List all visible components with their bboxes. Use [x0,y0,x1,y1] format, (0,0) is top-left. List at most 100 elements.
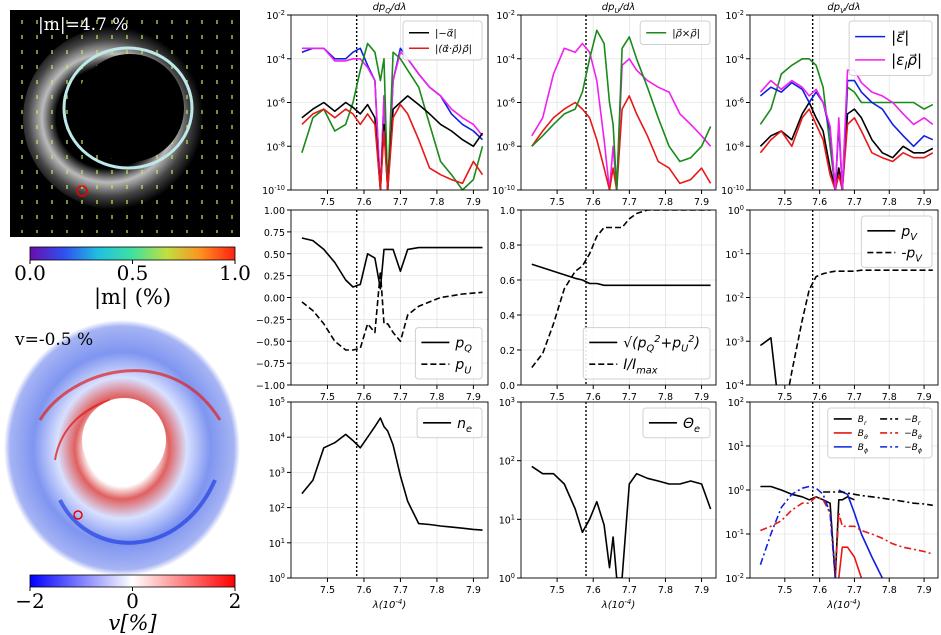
x-tick-label: 7.8 [882,585,897,596]
colorbar [29,246,236,261]
axes-frame [520,209,717,386]
y-tick-label: 10-4 [725,379,744,392]
y-tick-label: 10-8 [496,140,515,153]
x-tick-label: 7.6 [812,392,827,403]
y-tick-label: −0.25 [256,315,285,326]
legend-label: Θe [683,416,700,435]
y-tick-label: 0.50 [264,250,285,261]
y-tick-label: 0.4 [500,311,515,322]
x-tick-label: 7.5 [550,197,565,208]
y-tick-label: 10-2 [725,572,744,585]
series-line [531,263,711,287]
y-tick-label: 10-6 [266,97,285,110]
legend: |−α⃗| |(α⃗·ρ⃗)ρ⃗| [402,20,483,61]
x-tick-label: 7.9 [694,585,709,596]
series-line [531,29,712,190]
panel: 100 101 102 103 104 105 7.5 7.6 7.7 7.8 7.9 λ(10-4)… [269,396,489,611]
x-tick-label: 7.6 [812,197,827,208]
legend: pQ pU [414,327,483,380]
plot-area [301,237,483,351]
series-line [759,337,778,385]
legend-label: I/Imax [623,357,658,376]
y-tick-label: 10-1 [725,248,744,261]
x-tick-label: 7.9 [694,392,709,403]
x-tick-label: 7.7 [847,392,862,403]
panel: 100 101 102 103 7.5 7.6 7.7 7.8 7.9 λ(10-4) Θe [499,396,717,611]
y-tick-label: 10-3 [725,335,744,348]
x-axis-label: λ(10-4) [826,598,860,611]
image-annotation: |m|=4.7 % [38,15,128,35]
y-tick-label: 103 [499,396,515,409]
axes-frame [290,14,489,191]
x-tick-label: 7.7 [622,197,637,208]
legend-label: |−α⃗| [435,28,457,39]
y-tick-label: 10-4 [496,53,515,66]
x-tick-label: 7.5 [777,197,792,208]
plot-area [531,29,712,190]
x-tick-label: 7.8 [658,392,673,403]
panel-title: dpV/dλ [827,2,860,15]
plot-area [531,465,712,578]
axes-frame [749,401,939,579]
colorbar-tick-label: 0.0 [14,261,46,285]
y-tick-label: 102 [728,396,744,409]
legend-box [582,327,711,380]
y-tick-label: −0.50 [256,337,285,348]
legend-box [860,215,933,268]
y-tick-label: 10-6 [496,97,515,110]
circular-polarization-map [4,320,240,576]
y-tick-label: 103 [269,467,285,480]
x-tick-label: 7.6 [586,585,601,596]
colorbar-tick-label: 0 [126,589,139,613]
axes-frame [290,209,489,386]
colorbar-label: v[%] [108,611,157,635]
y-tick-label: 100 [269,572,285,585]
x-tick-label: 7.5 [320,392,335,403]
x-tick-label: 7.5 [550,585,565,596]
series-line [788,269,933,385]
x-tick-label: 7.8 [429,392,444,403]
panel: 10-4 10-3 10-2 10-1 100 7.5 7.6 7.7 7.8 7.9 pV -pV [725,204,939,403]
x-tick-label: 7.7 [393,197,408,208]
y-tick-label: 101 [269,537,285,550]
legend-label: -pV [901,245,923,264]
x-tick-label: 7.9 [917,197,932,208]
series-line [301,417,483,531]
y-tick-label: 0.25 [264,272,285,283]
y-tick-label: 1.0 [500,206,515,217]
legend-label: |(α⃗·ρ⃗)ρ⃗| [435,44,472,55]
panel-title: dpQ/dλ [373,2,407,15]
legend-label: ne [457,416,472,435]
x-tick-label: 7.8 [658,585,673,596]
y-tick-label: 0.2 [500,346,515,357]
legend-label: −Bϕ [904,443,922,455]
y-tick-label: 10-6 [725,97,744,110]
series-line [531,465,712,578]
legend-label: Bϕ [858,443,868,455]
x-tick-label: 7.6 [356,197,371,208]
x-tick-label: 7.7 [847,197,862,208]
x-tick-label: 7.8 [882,392,897,403]
series-line [301,103,484,190]
colorbar-tick-label: 2 [229,589,242,613]
y-tick-label: −1.00 [256,381,285,392]
series-line [838,546,863,578]
y-tick-label: 104 [269,431,285,444]
x-axis-label: λ(10-4) [372,598,406,611]
y-tick-label: 10-10 [492,184,515,197]
x-tick-label: 7.8 [429,197,444,208]
colorbar-tick-label: 0.5 [117,261,149,285]
panel: 10-10 10-8 10-6 10-4 10-2 7.5 7.6 7.7 7.8 7.9 dpV/… [721,2,939,208]
x-tick-label: 7.9 [917,585,932,596]
x-tick-label: 7.9 [466,585,481,596]
x-tick-label: 7.7 [393,585,408,596]
legend-box [414,327,483,380]
legend: pV -pV [860,215,933,268]
y-tick-label: 10-1 [725,528,744,541]
x-tick-label: 7.5 [320,197,335,208]
x-tick-label: 7.5 [320,585,335,596]
legend: Br Bθ Bϕ −Br −Bθ −Bϕ [827,407,933,459]
panel: 10-10 10-8 10-6 10-4 10-2 7.5 7.6 7.7 7.8 7.9 dpU/… [492,2,717,208]
y-tick-label: 0.00 [264,294,285,305]
